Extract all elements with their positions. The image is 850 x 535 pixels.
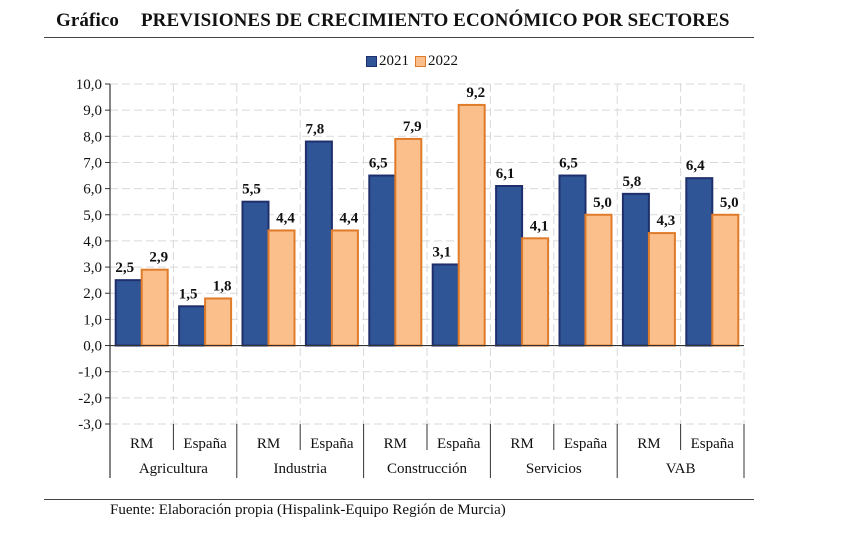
bar-2022 bbox=[204, 297, 233, 347]
data-label-2021: 3,1 bbox=[432, 244, 451, 260]
bar-2021 bbox=[621, 192, 650, 347]
bar-2021 bbox=[368, 174, 397, 347]
source-divider bbox=[44, 499, 754, 500]
bar-2022 bbox=[267, 229, 296, 347]
bar-2022 bbox=[647, 232, 676, 347]
y-tick-label: 10,0 bbox=[76, 77, 102, 93]
legend-label-2021: 2021 bbox=[379, 53, 409, 69]
bar-2022 bbox=[330, 229, 359, 347]
bar-2022 bbox=[457, 103, 486, 347]
data-label-2022: 1,8 bbox=[213, 278, 232, 294]
legend-swatch-2022 bbox=[415, 56, 426, 67]
y-tick-label: 1,0 bbox=[83, 312, 102, 328]
y-tick-label: 3,0 bbox=[83, 260, 102, 276]
x-group-label: Agricultura bbox=[139, 461, 208, 477]
data-label-2022: 4,1 bbox=[530, 218, 549, 234]
bar-2022 bbox=[140, 268, 169, 347]
x-category-label: RM bbox=[130, 436, 153, 452]
bar-2021 bbox=[495, 185, 524, 347]
y-tick-label: 8,0 bbox=[83, 129, 102, 145]
bar-2021 bbox=[178, 305, 207, 347]
legend: 2021 2022 bbox=[366, 53, 464, 70]
x-category-label: España bbox=[564, 436, 608, 452]
y-tick-label: 5,0 bbox=[83, 208, 102, 224]
bar-2021 bbox=[304, 140, 333, 347]
data-label-2022: 5,0 bbox=[593, 195, 612, 211]
x-category-label: RM bbox=[257, 436, 280, 452]
data-label-2022: 4,4 bbox=[340, 210, 359, 226]
bar-2022 bbox=[521, 237, 550, 347]
data-label-2022: 9,2 bbox=[466, 85, 485, 101]
data-label-2021: 6,4 bbox=[686, 158, 705, 174]
bar-2021 bbox=[558, 174, 587, 347]
y-tick-label: 4,0 bbox=[83, 234, 102, 250]
x-category-label: España bbox=[437, 436, 481, 452]
x-group-label: VAB bbox=[666, 461, 696, 477]
x-category-label: RM bbox=[384, 436, 407, 452]
data-label-2022: 4,3 bbox=[657, 213, 676, 229]
data-label-2021: 1,5 bbox=[179, 286, 198, 302]
bar-2021 bbox=[241, 200, 270, 347]
y-tick-label: -2,0 bbox=[78, 391, 102, 407]
chart-title: Gráfico PREVISIONES DE CRECIMIENTO ECONÓM… bbox=[56, 10, 730, 32]
data-label-2022: 7,9 bbox=[403, 119, 422, 135]
y-tick-label: 6,0 bbox=[83, 182, 102, 198]
x-group-label: Construcción bbox=[387, 461, 467, 477]
x-category-label: RM bbox=[637, 436, 660, 452]
figure-label: Gráfico bbox=[56, 10, 119, 31]
x-category-label: RM bbox=[510, 436, 533, 452]
data-label-2021: 5,8 bbox=[623, 174, 642, 190]
figure-title: PREVISIONES DE CRECIMIENTO ECONÓMICO POR… bbox=[140, 10, 730, 31]
data-label-2021: 7,8 bbox=[306, 122, 325, 138]
legend-label-2022: 2022 bbox=[428, 53, 458, 69]
bar-2022 bbox=[711, 213, 740, 347]
y-tick-label: 7,0 bbox=[83, 155, 102, 171]
x-category-label: España bbox=[183, 436, 227, 452]
bar-2022 bbox=[584, 213, 613, 347]
data-label-2021: 2,5 bbox=[115, 260, 134, 276]
bar-2021 bbox=[431, 263, 460, 347]
data-label-2021: 6,1 bbox=[496, 166, 515, 182]
y-tick-label: 2,0 bbox=[83, 286, 102, 302]
data-label-2022: 2,9 bbox=[149, 250, 168, 266]
data-label-2021: 5,5 bbox=[242, 182, 261, 198]
y-tick-label: 0,0 bbox=[83, 339, 102, 355]
x-group-label: Industria bbox=[274, 461, 328, 477]
title-divider bbox=[44, 37, 754, 38]
data-label-2022: 5,0 bbox=[720, 195, 739, 211]
data-label-2021: 6,5 bbox=[559, 156, 578, 172]
y-tick-label: 9,0 bbox=[83, 103, 102, 119]
x-category-label: España bbox=[310, 436, 354, 452]
data-label-2021: 6,5 bbox=[369, 156, 388, 172]
source-note: Fuente: Elaboración propia (Hispalink-Eq… bbox=[110, 502, 506, 518]
y-tick-label: -3,0 bbox=[78, 417, 102, 433]
data-label-2022: 4,4 bbox=[276, 210, 295, 226]
x-group-label: Servicios bbox=[526, 461, 582, 477]
x-category-label: España bbox=[691, 436, 735, 452]
bar-2021 bbox=[114, 279, 143, 347]
y-tick-label: -1,0 bbox=[78, 365, 102, 381]
bar-2021 bbox=[685, 177, 714, 347]
legend-swatch-2021 bbox=[366, 56, 377, 67]
bar-2022 bbox=[394, 137, 423, 347]
